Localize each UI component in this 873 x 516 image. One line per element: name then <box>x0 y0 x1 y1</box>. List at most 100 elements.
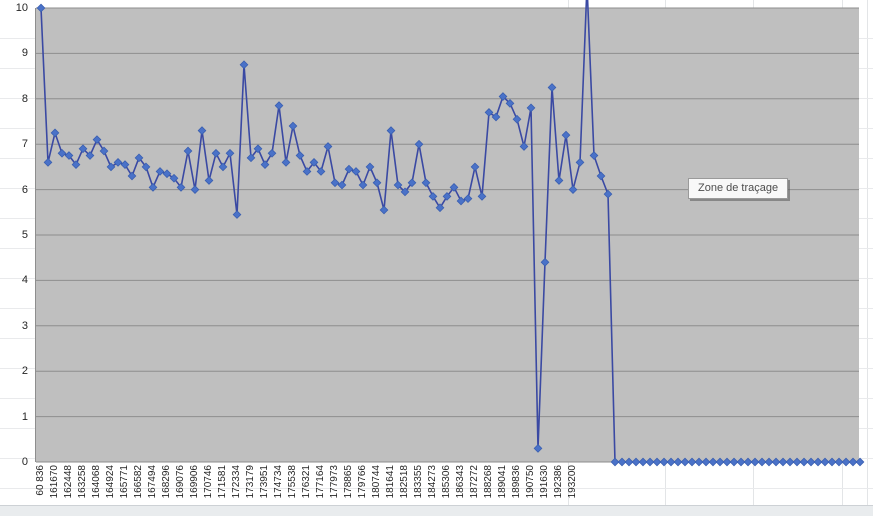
data-point-marker[interactable] <box>701 457 711 467</box>
data-point-marker[interactable] <box>470 162 480 172</box>
data-point-marker[interactable] <box>533 444 543 453</box>
data-point-marker[interactable] <box>834 457 844 467</box>
data-point-marker[interactable] <box>652 457 662 467</box>
data-point-marker[interactable] <box>78 144 88 154</box>
data-point-marker[interactable] <box>176 182 186 192</box>
data-point-marker[interactable] <box>757 457 767 467</box>
data-point-marker[interactable] <box>295 151 305 160</box>
data-point-marker[interactable] <box>449 182 459 192</box>
data-point-marker[interactable] <box>50 128 60 138</box>
data-point-marker[interactable] <box>568 185 578 194</box>
data-point-marker[interactable] <box>659 457 669 467</box>
data-point-marker[interactable] <box>414 139 424 149</box>
data-point-marker[interactable] <box>715 457 725 467</box>
data-point-marker[interactable] <box>162 169 172 179</box>
data-point-marker[interactable] <box>372 178 382 188</box>
series-line[interactable] <box>40 0 860 463</box>
plot-area[interactable] <box>35 0 865 467</box>
data-point-marker[interactable] <box>806 457 816 467</box>
data-point-marker[interactable] <box>750 457 760 467</box>
data-point-marker[interactable] <box>393 180 403 190</box>
data-point-marker[interactable] <box>288 121 298 131</box>
data-point-marker[interactable] <box>330 178 340 188</box>
data-point-marker[interactable] <box>666 457 676 467</box>
line-chart[interactable] <box>36 0 865 467</box>
data-point-marker[interactable] <box>771 457 781 467</box>
data-point-marker[interactable] <box>386 126 396 135</box>
data-point-marker[interactable] <box>519 142 529 151</box>
data-point-marker[interactable] <box>351 167 361 176</box>
data-point-marker[interactable] <box>253 144 263 154</box>
data-point-marker[interactable] <box>211 148 221 158</box>
data-point-marker[interactable] <box>603 189 613 199</box>
data-point-marker[interactable] <box>813 457 823 467</box>
data-point-marker[interactable] <box>722 457 732 467</box>
data-point-marker[interactable] <box>190 185 200 194</box>
data-point-marker[interactable] <box>127 171 137 181</box>
data-point-marker[interactable] <box>498 92 508 101</box>
data-point-marker[interactable] <box>463 194 473 204</box>
data-point-marker[interactable] <box>673 457 683 467</box>
data-point-marker[interactable] <box>92 135 102 145</box>
data-point-marker[interactable] <box>407 178 417 188</box>
data-point-marker[interactable] <box>561 130 571 140</box>
data-point-marker[interactable] <box>36 3 46 13</box>
data-point-marker[interactable] <box>204 176 214 185</box>
data-point-marker[interactable] <box>694 457 704 467</box>
data-point-marker[interactable] <box>841 457 851 467</box>
data-point-marker[interactable] <box>442 192 452 201</box>
data-point-marker[interactable] <box>526 103 536 113</box>
data-point-marker[interactable] <box>547 83 557 92</box>
data-point-marker[interactable] <box>225 148 235 158</box>
data-point-marker[interactable] <box>764 457 774 467</box>
data-point-marker[interactable] <box>687 457 697 467</box>
data-point-marker[interactable] <box>155 167 165 176</box>
data-point-marker[interactable] <box>792 457 802 467</box>
data-point-marker[interactable] <box>484 108 494 117</box>
data-point-marker[interactable] <box>638 457 648 467</box>
data-point-marker[interactable] <box>260 160 270 169</box>
data-point-marker[interactable] <box>554 176 564 185</box>
data-point-marker[interactable] <box>729 457 739 467</box>
data-point-marker[interactable] <box>799 457 809 467</box>
data-point-marker[interactable] <box>302 167 312 176</box>
data-point-marker[interactable] <box>736 457 746 467</box>
data-point-marker[interactable] <box>239 60 249 70</box>
data-point-marker[interactable] <box>743 457 753 467</box>
data-point-marker[interactable] <box>113 157 123 167</box>
data-point-marker[interactable] <box>855 457 865 467</box>
data-point-marker[interactable] <box>421 178 431 188</box>
data-point-marker[interactable] <box>169 173 179 183</box>
data-point-marker[interactable] <box>624 457 634 467</box>
data-point-marker[interactable] <box>512 114 522 124</box>
data-point-marker[interactable] <box>64 151 74 160</box>
data-point-marker[interactable] <box>267 148 277 158</box>
data-point-marker[interactable] <box>379 205 389 215</box>
data-point-marker[interactable] <box>785 457 795 467</box>
data-point-marker[interactable] <box>820 457 830 467</box>
data-point-marker[interactable] <box>323 142 333 151</box>
data-point-marker[interactable] <box>106 162 116 172</box>
data-point-marker[interactable] <box>645 457 655 467</box>
data-point-marker[interactable] <box>631 457 641 467</box>
data-point-marker[interactable] <box>148 182 158 192</box>
data-point-marker[interactable] <box>575 157 585 167</box>
data-point-marker[interactable] <box>540 257 550 267</box>
data-point-marker[interactable] <box>477 192 487 201</box>
data-point-marker[interactable] <box>57 148 67 158</box>
data-point-marker[interactable] <box>183 146 193 156</box>
data-point-marker[interactable] <box>344 164 354 174</box>
data-point-marker[interactable] <box>134 153 144 163</box>
data-point-marker[interactable] <box>358 180 368 190</box>
data-point-marker[interactable] <box>232 210 242 219</box>
data-point-marker[interactable] <box>708 457 718 467</box>
data-point-marker[interactable] <box>85 151 95 160</box>
data-point-marker[interactable] <box>610 457 620 467</box>
data-point-marker[interactable] <box>316 167 326 176</box>
data-point-marker[interactable] <box>778 457 788 467</box>
data-point-marker[interactable] <box>589 151 599 160</box>
data-point-marker[interactable] <box>281 157 291 167</box>
data-point-marker[interactable] <box>456 196 466 206</box>
data-point-marker[interactable] <box>827 457 837 467</box>
data-point-marker[interactable] <box>246 153 256 163</box>
